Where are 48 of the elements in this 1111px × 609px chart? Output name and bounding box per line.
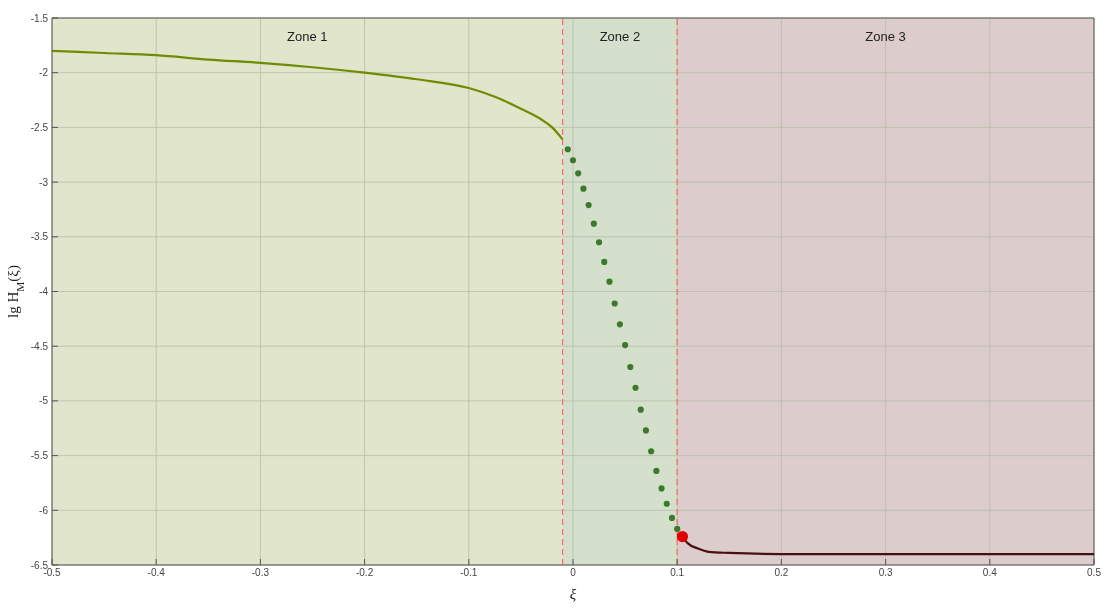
x-tick-label: 0.3 (878, 567, 893, 579)
point (637, 406, 644, 413)
point (674, 525, 681, 532)
x-tick-label: -0.3 (251, 567, 270, 579)
x-tick-label: -0.1 (460, 567, 478, 579)
point (569, 157, 577, 164)
y-tick-label: -5.5 (30, 450, 49, 462)
point (580, 185, 587, 192)
point (590, 220, 597, 227)
band-label: Zone 2 (599, 29, 641, 45)
point (564, 146, 571, 153)
y-tick-label: -1.5 (30, 12, 49, 24)
point (653, 467, 660, 474)
point (676, 530, 689, 543)
point (611, 300, 618, 307)
y-tick-label: -6 (39, 504, 49, 516)
point (616, 321, 623, 328)
point (632, 384, 639, 391)
point (585, 201, 592, 209)
x-tick-label: 0 (570, 567, 577, 579)
y-tick-label: -5 (39, 395, 49, 407)
band-label: Zone 3 (865, 29, 906, 45)
point (663, 500, 670, 507)
x-tick-label: -0.4 (147, 567, 166, 579)
point (642, 427, 650, 434)
x-tick-label: 0.4 (982, 567, 998, 579)
point (595, 239, 603, 246)
x-tick-label: -0.2 (355, 567, 374, 579)
band-label: Zone 1 (287, 29, 328, 45)
y-tick-label: -3.5 (30, 231, 49, 243)
x-tick-label: 0.1 (670, 567, 685, 579)
point (606, 278, 613, 285)
y-tick-label: -3 (39, 176, 49, 188)
x-tick-label: 0.5 (1087, 567, 1102, 579)
point (648, 448, 655, 455)
y-tick-label: -2 (39, 67, 49, 79)
point (601, 258, 608, 266)
y-tick-label: -4 (39, 286, 49, 298)
line-series (52, 49, 564, 141)
point (575, 170, 582, 177)
point (668, 514, 676, 522)
x-tick-label: 0.2 (774, 567, 789, 579)
point (627, 363, 634, 371)
x-axis-title: ξ (569, 586, 577, 602)
y-tick-label: -2.5 (30, 121, 49, 133)
y-tick-label: -4.5 (30, 340, 49, 352)
point (658, 485, 665, 492)
point (622, 342, 629, 349)
